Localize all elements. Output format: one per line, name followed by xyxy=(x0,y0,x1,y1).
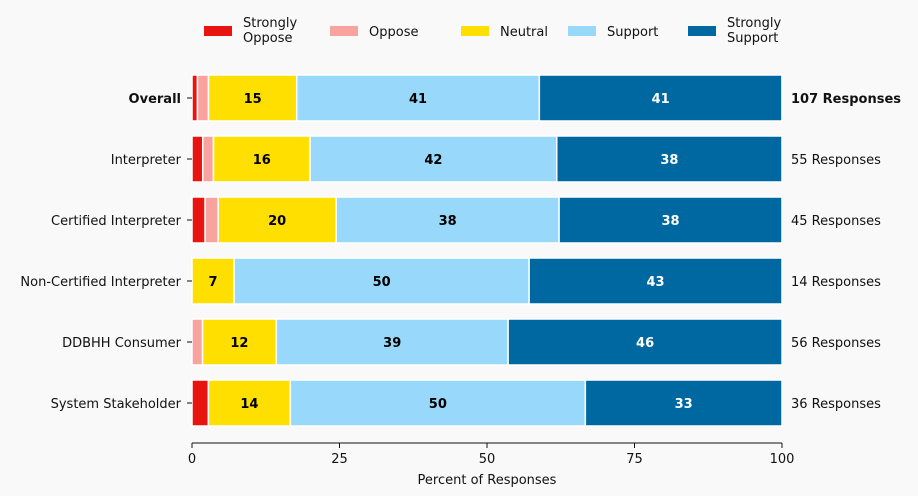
legend-swatch-strongly-support xyxy=(688,26,716,36)
bar-segment-oppose xyxy=(201,135,215,183)
bar-value-label: 20 xyxy=(268,214,286,229)
x-axis: 0 25 50 75 100 xyxy=(188,442,795,467)
response-count: 56 Responses xyxy=(791,336,881,351)
x-tick-label: 0 xyxy=(188,452,196,467)
bar-segment-strongly-support xyxy=(528,257,783,305)
x-tick-label: 100 xyxy=(770,452,795,467)
legend-swatch-support xyxy=(568,26,596,36)
legend-label: Oppose xyxy=(243,31,292,46)
legend-swatch-neutral xyxy=(461,26,489,36)
x-tick-label: 25 xyxy=(331,452,348,467)
x-axis-title: Percent of Responses xyxy=(418,473,557,488)
bar-segment-oppose xyxy=(204,196,219,244)
legend-label: Support xyxy=(727,31,778,46)
legend-label: Strongly xyxy=(727,16,781,31)
bar-value-label: 46 xyxy=(636,336,654,351)
bar-segment-strongly-support xyxy=(555,135,783,183)
bar-segment-strongly-support xyxy=(558,196,783,244)
legend-label: Support xyxy=(607,25,658,40)
bar-segment-support xyxy=(309,135,558,183)
bar-segment-oppose xyxy=(191,318,204,366)
bar-segment-strongly-oppose xyxy=(191,135,204,183)
category-label: Overall xyxy=(129,92,181,107)
bar-segment-neutral xyxy=(207,74,298,122)
category-label: Interpreter xyxy=(111,153,182,168)
response-count-labels: 107 Responses 55 Responses 45 Responses 14 … xyxy=(791,92,901,412)
response-count: 45 Responses xyxy=(791,214,881,229)
bar-value-label: 16 xyxy=(253,153,271,168)
bar-value-label: 7 xyxy=(209,275,218,290)
bar-value-label: 38 xyxy=(660,153,678,168)
category-label: System Stakeholder xyxy=(51,397,182,412)
bar-segment-oppose xyxy=(196,74,210,122)
bar-value-label: 50 xyxy=(373,275,391,290)
legend-swatch-strongly-oppose xyxy=(204,26,232,36)
bar-value-label: 41 xyxy=(409,92,427,107)
bar-value-label: 42 xyxy=(424,153,442,168)
bar-segment-support xyxy=(335,196,560,244)
bar-value-label: 41 xyxy=(652,92,670,107)
bar-value-label: 15 xyxy=(244,92,262,107)
bar-segment-support xyxy=(295,74,541,122)
bar-segment-strongly-oppose xyxy=(191,379,210,427)
bar-segment-strongly-support xyxy=(507,318,783,366)
bar-value-label: 38 xyxy=(662,214,680,229)
response-count: 55 Responses xyxy=(791,153,881,168)
bar-value-label: 12 xyxy=(230,336,248,351)
legend-label: Neutral xyxy=(500,25,548,40)
bar-value-label: 43 xyxy=(647,275,665,290)
x-tick-label: 50 xyxy=(479,452,496,467)
legend-swatch-oppose xyxy=(330,26,358,36)
bar-segment-neutral xyxy=(217,196,337,244)
bar-segment-strongly-support xyxy=(584,379,783,427)
bar-value-label: 50 xyxy=(429,397,447,412)
bar-segment-strongly-oppose xyxy=(191,74,199,122)
bar-value-label: 14 xyxy=(240,397,258,412)
category-label: Non-Certified Interpreter xyxy=(20,275,181,290)
legend-label: Strongly xyxy=(243,16,297,31)
bar-segment-support xyxy=(289,379,587,427)
response-count: 36 Responses xyxy=(791,397,881,412)
response-count: 14 Responses xyxy=(791,275,881,290)
bars: 15 41 41 16 42 38 20 38 38 7 50 43 12 39 46 14 50 33 xyxy=(191,74,783,427)
bar-value-label: 39 xyxy=(383,336,401,351)
bar-segment-support xyxy=(275,318,509,366)
bar-segment-neutral xyxy=(207,379,292,427)
category-label: Certified Interpreter xyxy=(51,214,182,229)
category-label: DDBHH Consumer xyxy=(62,336,182,351)
bar-segment-strongly-support xyxy=(538,74,783,122)
bar-segment-neutral xyxy=(201,318,278,366)
response-count: 107 Responses xyxy=(791,92,901,107)
bar-value-label: 33 xyxy=(675,397,693,412)
legend-label: Oppose xyxy=(369,25,418,40)
x-tick-label: 75 xyxy=(626,452,643,467)
bar-segment-strongly-oppose xyxy=(191,196,206,244)
bar-value-label: 38 xyxy=(439,214,457,229)
y-axis-labels: Overall Interpreter Certified Interpreter N… xyxy=(20,92,192,412)
